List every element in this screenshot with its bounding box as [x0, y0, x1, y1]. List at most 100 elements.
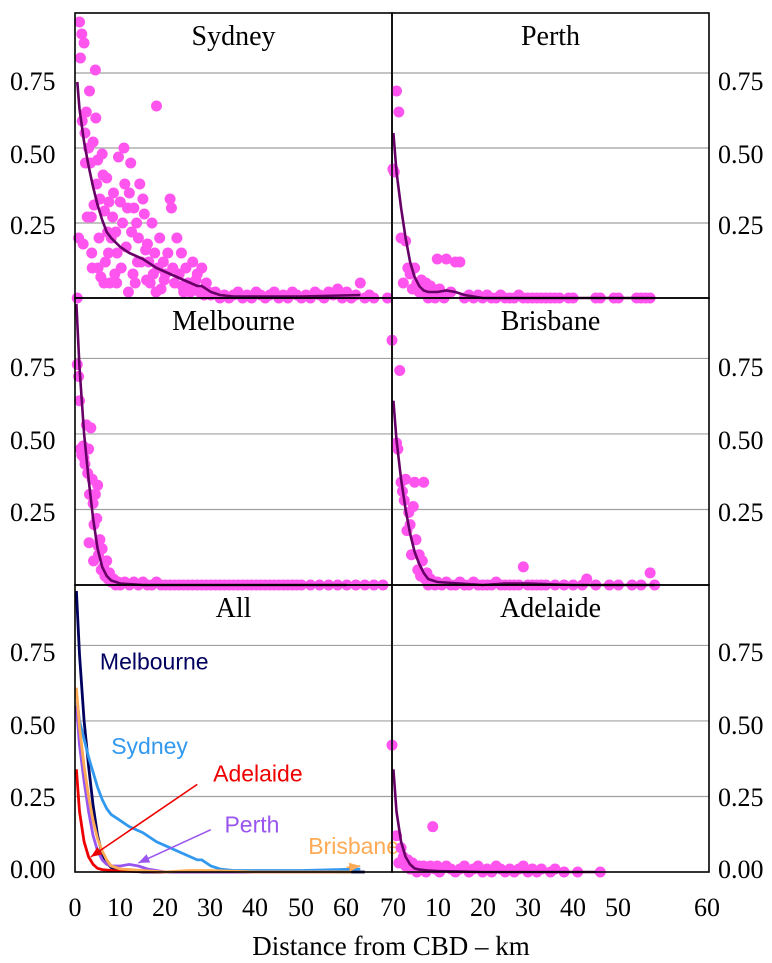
data-point	[162, 247, 174, 259]
panel-adelaide: Adelaide	[386, 584, 710, 878]
annotation-arrow-adelaide	[90, 783, 198, 858]
x-tick-label: 60	[694, 893, 720, 922]
data-point	[119, 178, 131, 190]
smoothed-trend-line	[392, 132, 655, 300]
data-point	[164, 193, 176, 205]
annotation-arrow-perth	[138, 828, 212, 864]
data-point	[103, 196, 115, 208]
data-point	[101, 172, 113, 184]
series-label-melbourne: Melbourne	[100, 649, 209, 675]
x-tick-label: 40	[560, 893, 586, 922]
data-point	[165, 202, 177, 214]
data-point	[76, 28, 88, 40]
arrowhead-adelaide	[90, 846, 103, 857]
panel-title: All	[216, 593, 252, 624]
series-line-perth	[75, 705, 338, 874]
data-point	[332, 283, 344, 295]
y-tick-label: 0.50	[10, 140, 56, 169]
panel-frame	[391, 584, 710, 873]
data-point	[137, 193, 149, 205]
data-point	[111, 277, 123, 289]
panel-title: Perth	[521, 21, 580, 52]
data-point	[107, 211, 119, 223]
data-point	[85, 211, 97, 223]
x-tick-label: 20	[152, 893, 178, 922]
data-point	[90, 112, 102, 124]
y-tick-label: 0.50	[718, 140, 764, 169]
data-point	[196, 262, 208, 274]
data-point	[107, 187, 119, 199]
y-tick-label: 0.25	[718, 783, 764, 812]
series-label-brisbane: Brisbane	[308, 833, 399, 859]
x-tick-label: 50	[288, 893, 314, 922]
y-tick-label: 0.50	[718, 426, 764, 455]
y-tick-label: 0.25	[10, 498, 56, 527]
data-point	[151, 100, 163, 112]
series-label-sydney: Sydney	[111, 733, 188, 759]
data-point	[187, 256, 199, 268]
data-point	[80, 106, 92, 118]
panel-sydney: Sydney	[71, 12, 393, 304]
data-point	[73, 232, 85, 244]
data-point	[115, 262, 127, 274]
series-label-perth: Perth	[224, 812, 279, 838]
data-point	[131, 217, 143, 229]
data-point	[581, 573, 593, 585]
arrowhead-perth	[138, 854, 151, 863]
data-point	[391, 85, 403, 97]
data-point	[83, 85, 95, 97]
series-label-adelaide: Adelaide	[213, 760, 303, 786]
data-point	[141, 238, 153, 250]
x-tick-label: 50	[605, 893, 631, 922]
data-point	[96, 148, 108, 160]
data-point	[85, 422, 97, 434]
data-point	[176, 280, 188, 292]
tick-labels-layer: 0.75 0.50 0.25 0.75 0.50 0.25 0.75 0.50 …	[10, 67, 764, 961]
data-point	[397, 277, 409, 289]
data-point	[141, 274, 153, 286]
smoothed-trend-line	[75, 303, 347, 587]
x-tick-label: 0	[69, 893, 82, 922]
x-tick-label: 30	[515, 893, 541, 922]
data-point	[74, 16, 86, 28]
data-point	[129, 277, 141, 289]
data-point	[118, 142, 130, 154]
data-point	[71, 358, 83, 370]
data-point	[644, 567, 656, 579]
data-point	[157, 256, 169, 268]
y-tick-label: 0.25	[718, 211, 764, 240]
data-point	[190, 274, 202, 286]
panel-melbourne: Melbourne	[71, 297, 393, 591]
data-point	[393, 106, 405, 118]
data-point	[175, 247, 187, 259]
y-tick-label: 0.75	[10, 353, 56, 382]
x-tick-label: 10	[107, 893, 133, 922]
data-point	[427, 821, 439, 833]
panel-title: Melbourne	[172, 306, 295, 337]
data-point	[98, 205, 110, 217]
data-point	[407, 500, 419, 512]
x-tick-label: 70	[380, 893, 406, 922]
y-tick-label: 0.00	[718, 855, 764, 884]
panel-title: Brisbane	[501, 306, 601, 337]
data-point	[92, 479, 104, 491]
x-axis-title: Distance from CBD – km	[252, 931, 529, 961]
data-point	[171, 232, 183, 244]
data-point	[111, 247, 123, 259]
y-tick-label: 0.25	[718, 498, 764, 527]
data-point	[89, 488, 101, 500]
x-tick-label: 20	[470, 893, 496, 922]
data-point	[93, 232, 105, 244]
y-tick-label: 0.50	[718, 711, 764, 740]
panel-perth: Perth	[387, 12, 710, 304]
data-point	[394, 365, 406, 377]
y-tick-label: 0.75	[718, 638, 764, 667]
data-point	[89, 64, 101, 76]
data-point	[88, 555, 100, 567]
data-point	[454, 256, 466, 268]
panel-all: Melbourne Sydney Adelaide Perth Brisbane All	[74, 584, 399, 874]
data-point	[99, 256, 111, 268]
data-point	[149, 247, 161, 259]
arrowhead-brisbane	[348, 862, 361, 872]
